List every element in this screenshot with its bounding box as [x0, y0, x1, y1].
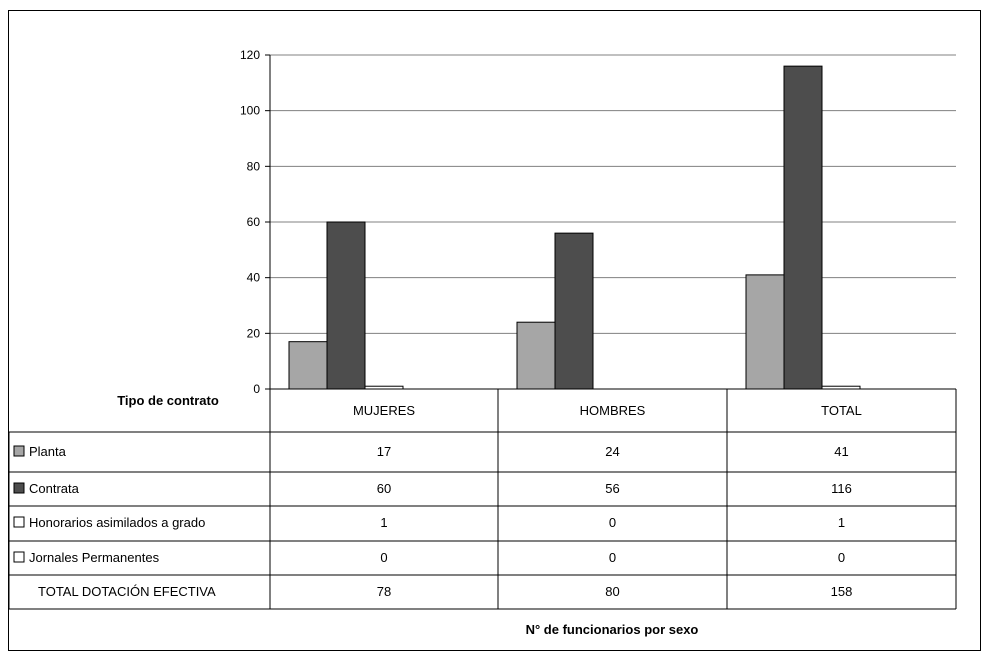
- table-cell-value: 158: [831, 584, 853, 599]
- bars: [288, 65, 861, 390]
- category-label: HOMBRES: [580, 403, 646, 418]
- table-cell-value: 116: [831, 481, 852, 496]
- category-label: TOTAL: [821, 403, 862, 418]
- table-cell-value: 1: [838, 515, 845, 530]
- bar-planta-total: [745, 274, 785, 390]
- y-tick-label: 20: [247, 326, 261, 340]
- gridlines: [270, 54, 956, 334]
- table-cell-value: 60: [377, 481, 391, 496]
- table-cell-value: 1: [380, 515, 387, 530]
- x-axis-title: N° de funcionarios por sexo: [526, 622, 699, 637]
- y-tick-label: 0: [253, 382, 260, 396]
- bar-planta-hombres: [516, 321, 556, 390]
- bar-contrata-mujeres: [326, 221, 366, 390]
- legend-swatch: [13, 482, 25, 494]
- data-table: MUJERES HOMBRES TOTAL Planta 17 24 41 Contrata 6…: [8, 388, 957, 610]
- total-row-label: TOTAL DOTACIÓN EFECTIVA: [38, 584, 216, 599]
- table-cell-value: 17: [377, 444, 391, 459]
- legend-swatch: [13, 551, 25, 563]
- y-tick-label: 60: [247, 215, 261, 229]
- legend-swatch: [13, 445, 25, 457]
- table-cell-value: 80: [605, 584, 619, 599]
- legend-label: Honorarios asimilados a grado: [29, 515, 205, 530]
- table-cell-value: 41: [834, 444, 848, 459]
- table-header-label: Tipo de contrato: [117, 393, 219, 408]
- table-cell-value: 24: [605, 444, 619, 459]
- y-tick-label: 100: [240, 104, 260, 118]
- y-tick-label: 80: [247, 159, 261, 173]
- table-cell-value: 56: [605, 481, 619, 496]
- bar-planta-mujeres: [288, 341, 328, 390]
- y-axis: 0 20 40 60 80 100 120: [240, 48, 271, 396]
- table-cell-value: 78: [377, 584, 391, 599]
- table-cell-value: 0: [609, 550, 616, 565]
- table-cell-value: 0: [380, 550, 387, 565]
- bar-contrata-total: [783, 65, 823, 390]
- table-cell-value: 0: [609, 515, 616, 530]
- legend-label: Planta: [29, 444, 67, 459]
- legend-swatch: [13, 516, 25, 528]
- legend-label: Jornales Permanentes: [29, 550, 160, 565]
- legend-label: Contrata: [29, 481, 80, 496]
- bar-contrata-hombres: [554, 232, 594, 390]
- y-tick-label: 120: [240, 48, 260, 62]
- table-cell-value: 0: [838, 550, 845, 565]
- category-label: MUJERES: [353, 403, 415, 418]
- y-tick-label: 40: [247, 271, 261, 285]
